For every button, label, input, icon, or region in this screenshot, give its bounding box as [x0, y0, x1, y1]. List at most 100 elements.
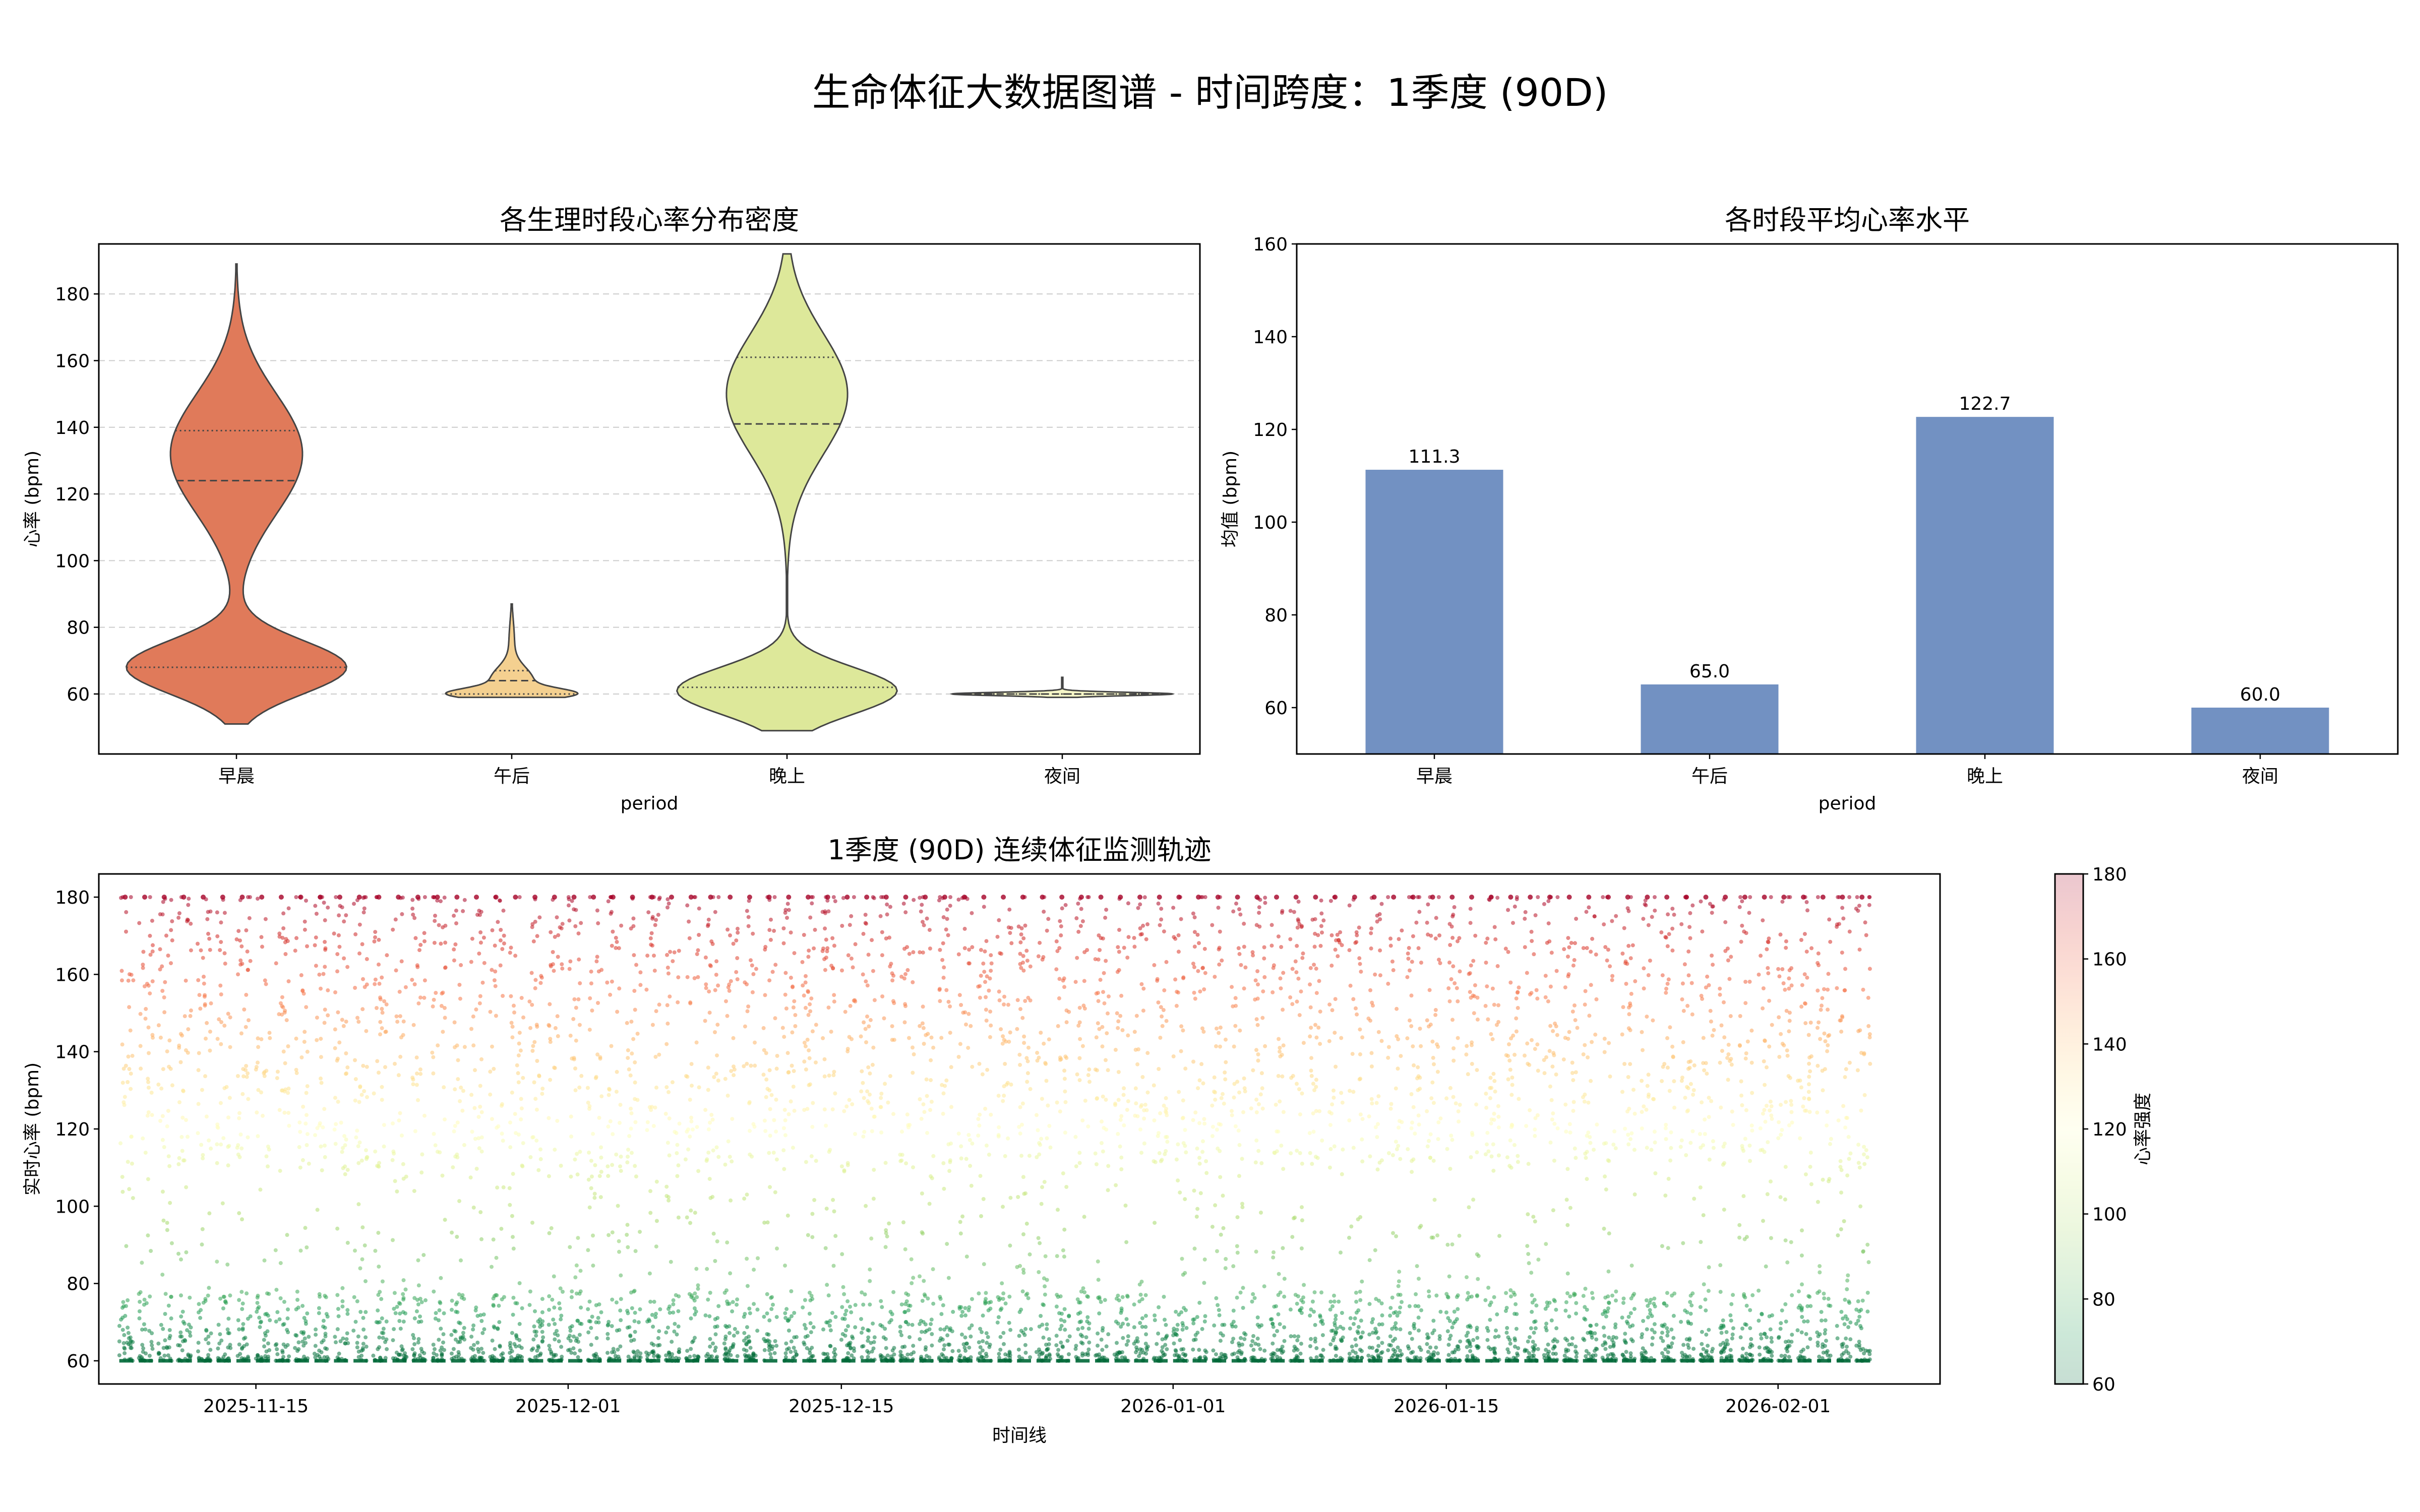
scatter-point — [323, 1346, 327, 1351]
bar-y-tick-label: 140 — [1253, 327, 1288, 348]
scatter-point — [688, 895, 694, 900]
scatter-point — [1416, 1304, 1421, 1308]
scatter-point — [879, 1130, 884, 1135]
scatter-point — [1161, 1008, 1166, 1012]
scatter-point — [510, 1025, 515, 1029]
scatter-point — [215, 1037, 220, 1041]
scatter-point — [649, 931, 654, 935]
scatter-point — [575, 1336, 579, 1341]
scatter-point — [434, 1311, 438, 1315]
scatter-point — [1001, 1331, 1006, 1335]
scatter-point — [1254, 1097, 1259, 1102]
scatter-point — [479, 910, 483, 914]
scatter-point — [905, 968, 910, 972]
scatter-point — [772, 895, 777, 899]
scatter-point — [377, 1161, 381, 1165]
scatter-point — [477, 1001, 482, 1005]
violin-bodies — [126, 253, 1175, 732]
scatter-point — [1340, 1100, 1345, 1105]
scatter-point — [1144, 1346, 1149, 1350]
scatter-point — [748, 1152, 752, 1157]
scatter-point — [186, 1352, 191, 1357]
scatter-point — [1202, 1117, 1206, 1121]
scatter-point — [806, 990, 810, 994]
scatter-point — [767, 978, 772, 983]
scatter-point — [410, 898, 415, 902]
scatter-point — [1079, 1289, 1083, 1294]
scatter-point — [865, 1349, 870, 1353]
scatter-point — [880, 994, 885, 998]
scatter-point — [286, 1044, 290, 1048]
scatter-point — [1276, 1312, 1281, 1316]
scatter-point — [1295, 925, 1300, 930]
scatter-point — [771, 1302, 775, 1307]
scatter-point — [450, 1307, 454, 1312]
scatter-point — [1235, 1355, 1240, 1360]
scatter-point — [1328, 899, 1333, 903]
scatter-point — [945, 1242, 949, 1246]
scatter-point — [435, 895, 440, 900]
scatter-point — [1358, 1289, 1362, 1294]
scatter-point — [1067, 1334, 1072, 1339]
scatter-point — [1217, 962, 1222, 967]
scatter-point — [984, 1300, 988, 1305]
scatter-point — [1080, 1326, 1085, 1330]
scatter-point — [149, 1249, 153, 1253]
scatter-point — [1317, 979, 1321, 983]
scatter-point — [1160, 1024, 1165, 1028]
scatter-point — [981, 895, 987, 900]
scatter-point — [609, 1044, 614, 1048]
scatter-point — [654, 1244, 658, 1249]
scatter-point — [1417, 1328, 1421, 1333]
scatter-point — [1386, 1045, 1391, 1049]
scatter-point — [789, 1099, 793, 1104]
scatter-point — [317, 1292, 322, 1296]
scatter-point — [208, 1029, 212, 1034]
scatter-point — [1335, 932, 1340, 937]
scatter-point — [1437, 1334, 1442, 1338]
scatter-point — [712, 1075, 716, 1079]
scatter-point — [1074, 916, 1079, 920]
scatter-point — [245, 1342, 249, 1347]
scatter-point — [259, 1319, 263, 1324]
scatter-point — [373, 1248, 378, 1253]
scatter-point — [767, 1151, 771, 1155]
scatter-point — [240, 1307, 245, 1311]
scatter-point — [982, 1262, 986, 1267]
scatter-point — [538, 1325, 542, 1329]
scatter-point — [1416, 1074, 1421, 1079]
scatter-point — [286, 906, 291, 911]
scatter-point — [1319, 911, 1324, 916]
scatter-point — [1176, 933, 1181, 937]
scatter-point — [1262, 945, 1266, 950]
scatter-point — [419, 1300, 424, 1304]
bar — [1641, 684, 1779, 754]
scatter-point — [333, 1027, 337, 1032]
scatter-point — [1375, 919, 1379, 924]
scatter-point — [365, 1155, 369, 1160]
scatter-point — [547, 1024, 552, 1028]
scatter-point — [1367, 1302, 1372, 1306]
scatter-point — [411, 1023, 416, 1027]
scatter-point — [945, 907, 949, 912]
scatter-point — [1176, 1178, 1180, 1183]
scatter-point — [742, 1314, 746, 1319]
scatter-point — [1375, 1348, 1379, 1353]
scatter-point — [532, 1040, 537, 1044]
scatter-point — [1272, 1333, 1277, 1338]
scatter-point — [1447, 999, 1452, 1003]
scatter-point — [267, 1147, 271, 1152]
scatter-point — [960, 1332, 964, 1337]
scatter-point — [685, 975, 690, 979]
scatter-point — [1175, 1322, 1180, 1327]
scatter-point — [1192, 944, 1197, 949]
scatter-point — [238, 1132, 243, 1137]
scatter-point — [1281, 971, 1286, 975]
scatter-point — [918, 1274, 922, 1279]
scatter-point — [880, 930, 884, 934]
scatter-point — [1176, 1142, 1180, 1147]
scatter-point — [1405, 975, 1410, 979]
scatter-point — [433, 1316, 438, 1321]
scatter-point — [667, 1198, 671, 1203]
scatter-point — [1104, 908, 1109, 912]
